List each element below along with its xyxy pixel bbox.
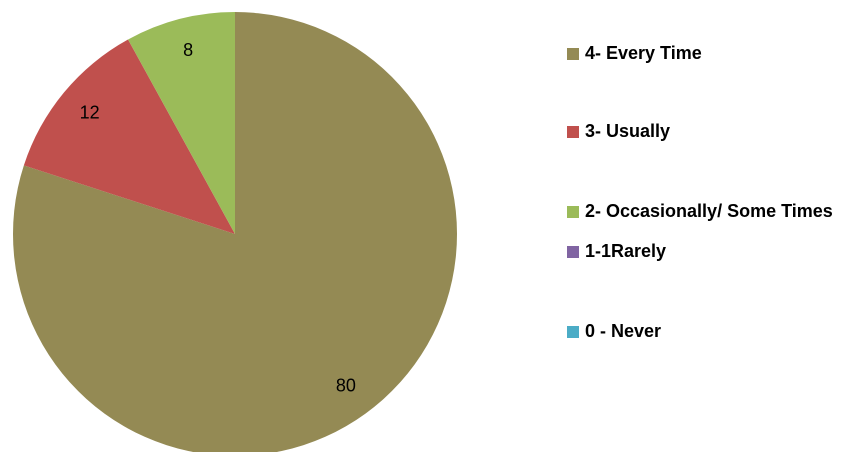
pie-slice [128, 11, 235, 234]
legend-swatch [567, 48, 579, 60]
pie-slice [23, 39, 236, 234]
data-label: 12 [80, 102, 100, 122]
legend-label: 2- Occasionally/ Some Times [585, 201, 833, 221]
legend-swatch [567, 246, 579, 258]
legend-label: 4- Every Time [585, 43, 702, 63]
pie-slice [13, 12, 457, 452]
data-label: 8 [183, 40, 193, 60]
legend-item: 2- Occasionally/ Some Times [567, 198, 842, 224]
data-label: 80 [336, 375, 356, 395]
legend-swatch [567, 126, 579, 138]
legend-item: 4- Every Time [567, 40, 842, 66]
legend-swatch [567, 326, 579, 338]
legend-label: 3- Usually [585, 121, 671, 141]
legend-item: 0 - Never [567, 318, 842, 344]
legend-item: 1-1Rarely [567, 238, 842, 264]
chart: 80 12 8 [13, 11, 457, 452]
legend: 4- Every Time 3- Usually 2- Occasionally/ … [567, 40, 842, 344]
legend-label: 1-1Rarely [585, 241, 667, 261]
legend-label: 0 - Never [585, 321, 662, 341]
legend-swatch [567, 206, 579, 218]
legend-item: 3- Usually [567, 118, 842, 144]
